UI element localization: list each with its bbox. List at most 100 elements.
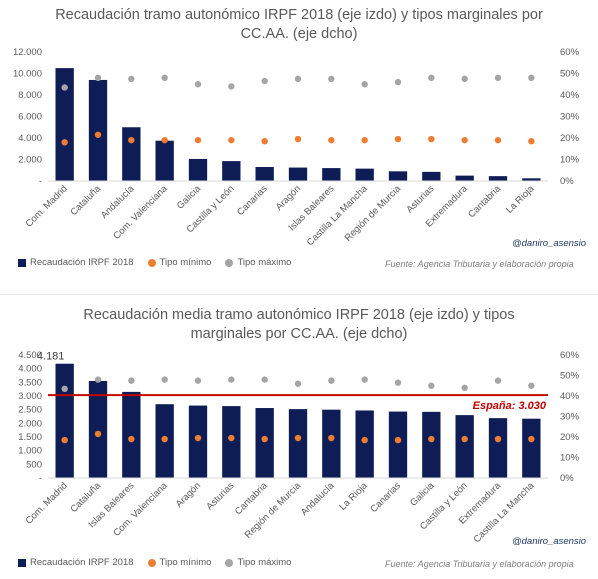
legend2-label-max: Tipo máximo xyxy=(237,557,292,568)
chart2-point-min xyxy=(261,435,268,443)
chart2-data-label: 4.181 xyxy=(37,351,65,363)
chart2-xtick-label: Galicia xyxy=(408,480,437,509)
chart1-ytick-left: 10.000 xyxy=(13,69,42,80)
chart2-legend: Recaudación IRPF 2018 Tipo mínimo Tipo m… xyxy=(18,557,291,568)
chart1-ytick-right: 40% xyxy=(560,90,580,101)
legend2-swatch-max xyxy=(225,558,234,567)
chart2-xtick-label: Asturias xyxy=(204,480,236,512)
chart2-point-max xyxy=(194,377,202,384)
chart1-credit: @daniro_asensio xyxy=(512,238,587,249)
chart1-point-min xyxy=(428,135,435,143)
chart1-bar xyxy=(455,175,474,181)
chart2-xtick-label: La Rioja xyxy=(337,480,370,513)
chart1-point-max xyxy=(194,81,202,88)
chart2-ytick-right: 20% xyxy=(560,432,580,443)
chart1-point-min xyxy=(294,135,302,143)
chart1-ytick-left: 12.000 xyxy=(13,47,42,58)
legend-label-max: Tipo máximo xyxy=(237,257,292,268)
chart2-point-min xyxy=(94,430,102,438)
chart2-ytick-left: 4.500 xyxy=(18,350,42,361)
chart2-point-max xyxy=(528,382,535,389)
chart1-point-max xyxy=(161,74,168,82)
chart1-source: Fuente: Agencia Tributaria y elaboración… xyxy=(385,259,574,269)
chart1-bar xyxy=(155,140,174,181)
chart1-point-max xyxy=(294,75,302,83)
legend-item-bar: Recaudación IRPF 2018 xyxy=(18,257,134,268)
chart1-point-max xyxy=(461,75,468,83)
chart1-bar xyxy=(522,178,541,181)
chart2-point-max xyxy=(61,385,68,393)
chart2-ytick-right: 30% xyxy=(560,412,580,423)
chart2-point-min xyxy=(161,435,168,443)
chart2-bar xyxy=(422,411,441,478)
legend-item-min: Tipo mínimo xyxy=(147,257,212,268)
chart1-point-min xyxy=(394,135,402,143)
chart1-point-max xyxy=(128,75,135,83)
legend2-item-max: Tipo máximo xyxy=(225,557,291,568)
chart2-title: Recaudación media tramo autonómico IRPF … xyxy=(0,306,598,344)
chart2-bar xyxy=(88,380,108,478)
legend-label-min: Tipo mínimo xyxy=(159,257,212,268)
chart2-point-max xyxy=(494,377,502,384)
chart2-title-line2: marginales por CC.AA. (eje dcho) xyxy=(190,326,408,342)
chart2-point-max xyxy=(261,376,268,383)
legend2-swatch-bar xyxy=(18,558,26,567)
chart2-bar xyxy=(355,410,374,478)
chart1-point-min xyxy=(61,139,68,146)
chart1-point-max xyxy=(361,81,368,88)
chart2-point-min xyxy=(228,434,235,442)
chart2-ytick-left: 4.000 xyxy=(18,364,42,375)
chart1-point-max xyxy=(261,77,268,85)
chart1-point-min xyxy=(494,136,502,144)
legend-swatch-bar xyxy=(18,258,26,267)
chart1-xtick-label: Canarias xyxy=(235,183,270,218)
chart2-point-max xyxy=(161,376,168,383)
chart2-point-min xyxy=(61,436,68,444)
chart1-bar xyxy=(388,171,408,181)
chart1-bar xyxy=(88,79,108,181)
chart1-xtick-label: Cantabria xyxy=(466,183,503,220)
chart1-point-min xyxy=(261,138,268,145)
chart2-ytick-right: 0% xyxy=(560,473,574,484)
chart2-ytick-right: 60% xyxy=(560,350,580,361)
chart1-point-min xyxy=(461,136,468,144)
chart1-xtick-label: Galicia xyxy=(175,183,204,212)
chart1-point-max xyxy=(494,74,502,82)
chart2-title-line1: Recaudación media tramo autonómico IRPF … xyxy=(83,307,515,323)
chart2-ytick-left: - xyxy=(39,473,42,484)
chart-divider xyxy=(0,294,598,295)
chart2-bar xyxy=(188,405,208,478)
chart1-point-max xyxy=(328,75,335,83)
chart1-bar xyxy=(255,167,274,181)
chart2-credit: @daniro_asensio xyxy=(512,536,587,547)
chart1-point-min xyxy=(94,131,102,138)
chart2-point-max xyxy=(94,376,102,383)
chart2-point-max xyxy=(428,382,435,389)
chart2-point-min xyxy=(294,434,302,442)
chart1-bar xyxy=(488,176,508,181)
chart1-xtick-label: La Rioja xyxy=(504,183,537,216)
chart2-bar xyxy=(488,418,508,478)
chart1-point-max xyxy=(94,74,102,82)
chart1-bar xyxy=(188,158,208,181)
chart2-point-max xyxy=(394,379,402,386)
chart1-ytick-left: 2.000 xyxy=(18,155,42,166)
chart2-bar xyxy=(388,411,408,478)
chart1-point-min xyxy=(194,136,202,144)
chart1-xtick-label: Com. Madrid xyxy=(24,183,70,229)
chart2-point-max xyxy=(294,380,302,387)
chart1-point-min xyxy=(361,136,368,144)
chart1-title-line1: Recaudación tramo autonómico IRPF 2018 (… xyxy=(55,7,543,23)
chart1-point-max xyxy=(61,84,68,91)
chart1-ytick-right: 50% xyxy=(560,69,580,80)
chart2-reference-label: España: 3.030 xyxy=(473,400,547,412)
chart1-ytick-right: 0% xyxy=(560,176,574,187)
chart2-ytick-right: 10% xyxy=(560,453,580,464)
chart1-point-max xyxy=(394,78,402,86)
legend2-item-bar: Recaudación IRPF 2018 xyxy=(18,557,134,568)
chart2-bar xyxy=(522,418,541,478)
chart2-point-min xyxy=(361,436,368,444)
chart2-point-min xyxy=(428,435,435,443)
chart1-xtick-label: Asturias xyxy=(404,183,436,215)
chart2-xtick-label: Andalucía xyxy=(299,480,337,518)
